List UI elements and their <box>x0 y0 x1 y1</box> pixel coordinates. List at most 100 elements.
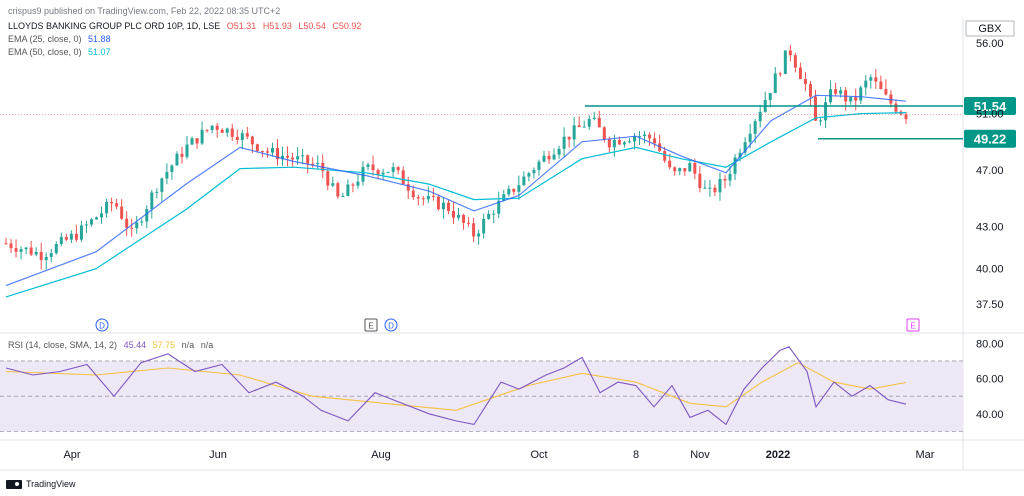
dividend-marker[interactable] <box>384 318 398 332</box>
time-tick-label: Apr <box>63 449 80 461</box>
candle-body <box>567 136 571 140</box>
candle-body <box>165 171 169 179</box>
candle-body <box>884 89 888 95</box>
candle-body <box>708 187 712 189</box>
candle-body <box>140 221 144 223</box>
ema25-line <box>5 94 907 287</box>
support-resistance-levels[interactable]: 51.54 49.22 <box>0 97 1016 148</box>
candle-body <box>813 96 817 121</box>
currency-label: GBX <box>978 23 1002 35</box>
event-marker-label: D <box>388 322 394 331</box>
candle-body <box>819 120 823 122</box>
candle-body <box>200 129 204 144</box>
candle-body <box>105 201 109 214</box>
price-tick-label: 40.00 <box>976 264 1004 276</box>
candle-body <box>773 73 777 94</box>
candle-body <box>673 167 677 172</box>
candle-body <box>411 190 415 198</box>
brand-name: TradingView <box>26 479 76 489</box>
candle-body <box>346 184 350 197</box>
candle-body <box>34 251 38 255</box>
rsi-tick-label: 80.00 <box>976 338 1004 350</box>
symbol-name: LLOYDS BANKING GROUP PLC ORD 10P, 1D, LS… <box>8 21 221 31</box>
candle-body <box>537 161 541 170</box>
candle-body <box>276 147 280 160</box>
candle-body <box>431 195 435 197</box>
candle-body <box>59 237 63 245</box>
candle-body <box>125 218 129 228</box>
candle-body <box>356 181 360 186</box>
candle-body <box>441 202 445 210</box>
level-price-tag[interactable] <box>964 129 1016 148</box>
candle-body <box>301 155 305 157</box>
candle-body <box>361 167 365 182</box>
candle-body <box>733 157 737 174</box>
candle-body <box>145 209 149 222</box>
rsi-sma-line <box>5 362 907 411</box>
candle-body <box>296 156 300 160</box>
ema-lines <box>5 94 907 298</box>
candle-body <box>472 223 476 237</box>
candle-body <box>552 154 556 160</box>
earnings-marker[interactable] <box>906 318 920 332</box>
earnings-marker[interactable] <box>364 318 378 332</box>
candles <box>4 44 908 270</box>
candle-body <box>185 144 189 157</box>
price-tick-label: 43.00 <box>976 221 1004 233</box>
candle-body <box>693 163 697 174</box>
candle-body <box>542 155 546 162</box>
candle-body <box>195 138 199 144</box>
candle-body <box>492 213 496 215</box>
candle-body <box>894 103 898 112</box>
candle-body <box>798 67 802 79</box>
level-price-label: 51.54 <box>974 99 1007 114</box>
candle-body <box>44 256 48 261</box>
candle-body <box>859 87 863 101</box>
candle-body <box>547 155 551 160</box>
candle-body <box>225 128 229 133</box>
currency-box[interactable] <box>965 20 1015 37</box>
candle-body <box>743 142 747 153</box>
candle-body <box>622 142 626 145</box>
candle-body <box>396 167 400 171</box>
candle-body <box>532 169 536 174</box>
candle-body <box>215 125 219 130</box>
candle-body <box>401 170 405 185</box>
ohlc-open: O51.31 <box>226 21 257 31</box>
candle-body <box>170 165 174 172</box>
candle-body <box>260 150 264 152</box>
candle-body <box>718 178 722 193</box>
candle-body <box>155 191 159 193</box>
candle-body <box>849 96 853 102</box>
candle-body <box>527 173 531 177</box>
candle-body <box>291 157 295 160</box>
level-price-tag[interactable] <box>964 97 1016 116</box>
candle-body <box>230 128 234 137</box>
candle-body <box>29 247 33 255</box>
candle-body <box>331 183 335 186</box>
candle-body <box>889 94 893 104</box>
candle-body <box>467 222 471 224</box>
candle-body <box>758 111 762 122</box>
tradingview-logo[interactable]: TradingView <box>6 479 76 489</box>
rsi-sma-value: 57.75 <box>152 340 176 350</box>
candle-body <box>678 168 682 172</box>
rsi-label: RSI (14, close, SMA, 14, 2) <box>8 340 118 350</box>
candle-body <box>371 164 375 171</box>
candle-body <box>879 81 883 90</box>
time-tick-label: Mar <box>916 449 935 461</box>
rsi-value: 45.44 <box>123 340 147 350</box>
candle-body <box>160 178 164 192</box>
candle-body <box>783 50 787 74</box>
candle-body <box>577 125 581 128</box>
candle-body <box>39 251 43 261</box>
candle-body <box>115 203 119 207</box>
candle-body <box>839 90 843 94</box>
candle-body <box>9 243 13 249</box>
candle-body <box>482 218 486 234</box>
candle-body <box>381 172 385 175</box>
candle-body <box>643 134 647 137</box>
candle-body <box>477 233 481 237</box>
dividend-marker[interactable] <box>95 318 109 332</box>
